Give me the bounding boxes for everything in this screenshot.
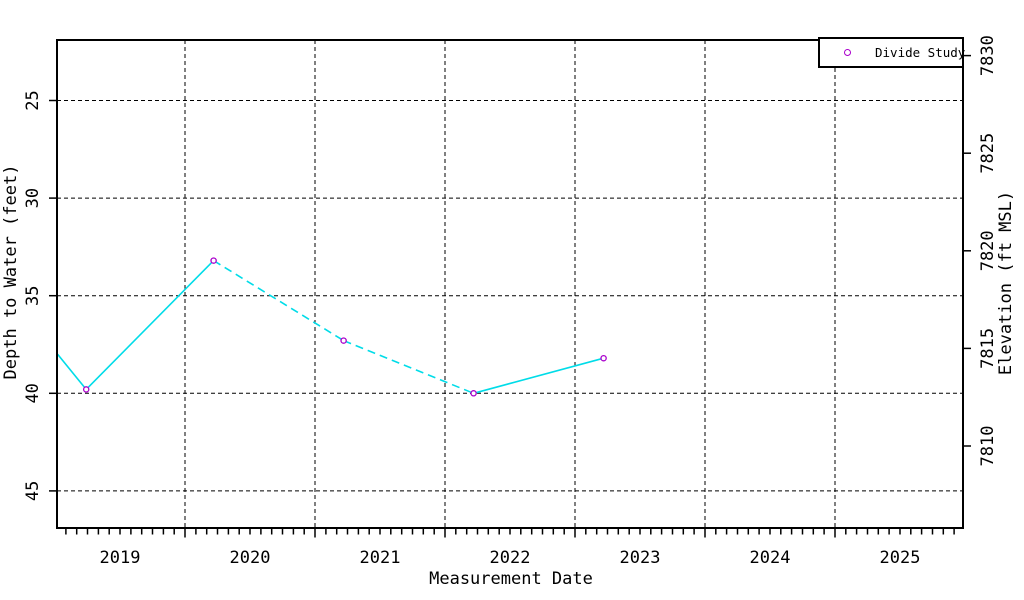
grid-layer — [57, 40, 963, 528]
y-left-tick-label: 35 — [23, 285, 43, 305]
axes-layer — [49, 54, 971, 538]
series-line-segment — [213, 259, 345, 342]
data-point-marker — [82, 386, 90, 393]
series-line-segment — [343, 339, 474, 395]
series-line-segment — [56, 353, 87, 390]
legend-label: Divide Study — [875, 45, 966, 60]
y-right-tick-label: 7820 — [978, 230, 998, 271]
tick-labels-layer: 2019 2020 2021 2022 2023 2024 2025 25 30 35 40 45 78… — [23, 35, 998, 568]
x-tick-label: 2025 — [880, 548, 921, 568]
series-divide-study — [56, 257, 607, 397]
series-line-segment — [473, 357, 604, 395]
data-point-marker — [600, 354, 607, 362]
x-tick-label: 2023 — [620, 548, 661, 568]
data-point-marker — [340, 337, 347, 344]
y-axis-title-right: Elevation (ft MSL) — [996, 190, 1016, 376]
data-point-marker — [210, 257, 217, 264]
y-right-tick-label: 7825 — [978, 133, 998, 174]
series-marker-icon — [844, 49, 851, 56]
plot-border — [56, 39, 964, 529]
x-axis-title: Measurement Date — [429, 569, 593, 589]
y-left-tick-label: 40 — [23, 383, 43, 403]
x-tick-label: 2019 — [100, 548, 141, 568]
x-tick-label: 2020 — [230, 548, 271, 568]
legend-box: Divide Study — [818, 37, 966, 68]
y-right-tick-label: 7830 — [978, 35, 998, 76]
y-left-tick-label: 45 — [23, 481, 43, 501]
data-point-marker — [470, 390, 477, 397]
y-right-tick-label: 7810 — [978, 426, 998, 467]
y-axis-title-left: Depth to Water (feet) — [1, 164, 21, 380]
y-left-tick-label: 25 — [23, 90, 43, 110]
x-tick-label: 2024 — [750, 548, 791, 568]
x-tick-label: 2022 — [490, 548, 531, 568]
series-line-segment — [85, 260, 215, 390]
y-left-tick-label: 30 — [23, 188, 43, 208]
x-tick-label: 2021 — [360, 548, 401, 568]
y-right-tick-label: 7815 — [978, 328, 998, 369]
